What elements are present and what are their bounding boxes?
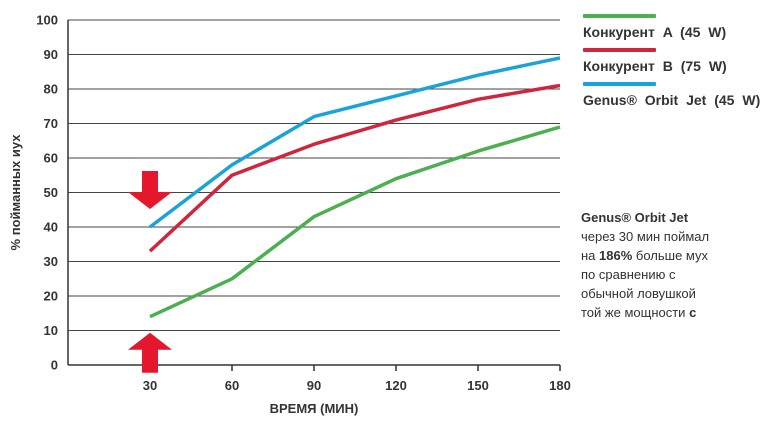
x-tick-label: 30 <box>143 378 157 393</box>
legend-swatch <box>583 14 656 18</box>
y-tick-label: 70 <box>44 116 58 131</box>
annotation-text: Genus® Orbit Jet через 30 мин поймал на … <box>581 208 766 322</box>
annotation-percent: 186% <box>599 248 633 263</box>
annotation-line: обычной ловушкой <box>581 286 696 301</box>
annotation-product: Genus® Orbit Jet <box>581 210 689 225</box>
x-tick-label: 180 <box>549 378 571 393</box>
y-tick-label: 30 <box>44 254 58 269</box>
legend-label: Конкурент A (45 W) <box>583 24 727 40</box>
legend-item-competitor-a: Конкурент A (45 W) <box>583 14 768 40</box>
annotation-line: на 186% больше мух <box>581 248 708 263</box>
y-tick-label: 10 <box>44 323 58 338</box>
annotation-line: через 30 мин поймал <box>581 229 710 244</box>
y-tick-label: 90 <box>44 47 58 62</box>
down-arrow-icon <box>128 171 172 209</box>
legend-label: Genus® Orbit Jet (45 W) <box>583 92 761 108</box>
y-axis-label: % пойманных иух <box>8 134 23 251</box>
up-arrow-icon <box>128 332 172 373</box>
legend-swatch <box>583 48 656 52</box>
y-tick-label: 20 <box>44 289 58 304</box>
annotation-line: по сравнению с <box>581 267 676 282</box>
legend-label: Конкурент B (75 W) <box>583 58 727 74</box>
legend-item-competitor-b: Конкурент B (75 W) <box>583 48 768 74</box>
series-line-1 <box>148 83 561 253</box>
x-tick-label: 90 <box>307 378 321 393</box>
y-tick-label: 50 <box>44 185 58 200</box>
x-tick-label: 60 <box>225 378 239 393</box>
x-tick-label: 150 <box>467 378 489 393</box>
x-tick-label: 120 <box>385 378 407 393</box>
annotation-line: той же мощности с <box>581 305 697 320</box>
y-tick-label: 0 <box>51 358 58 373</box>
y-tick-label: 100 <box>36 13 58 28</box>
series-line-0 <box>149 125 561 319</box>
legend-swatch <box>583 82 656 86</box>
series-line-2 <box>148 56 561 229</box>
y-tick-label: 40 <box>44 220 58 235</box>
x-axis-label: ВРЕМЯ (МИН) <box>270 401 359 416</box>
y-tick-label: 80 <box>44 82 58 97</box>
y-tick-label: 60 <box>44 151 58 166</box>
legend: Конкурент A (45 W) Конкурент B (75 W) Ge… <box>583 14 768 116</box>
legend-item-genus: Genus® Orbit Jet (45 W) <box>583 82 768 108</box>
